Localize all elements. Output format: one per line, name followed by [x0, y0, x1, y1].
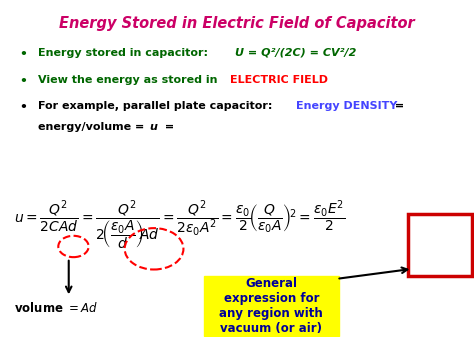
Text: •: •	[19, 101, 27, 114]
Text: =: =	[161, 122, 174, 132]
Text: •: •	[19, 48, 27, 61]
Text: volume $= Ad$: volume $= Ad$	[14, 301, 99, 315]
Text: Energy stored in capacitor:: Energy stored in capacitor:	[38, 48, 216, 58]
Text: Energy DENSITY: Energy DENSITY	[296, 101, 398, 111]
Text: U = Q²/(2C) = CV²/2: U = Q²/(2C) = CV²/2	[235, 48, 356, 58]
Text: $u = \dfrac{Q^2}{2CAd} = \dfrac{Q^2}{2\!\left(\dfrac{\varepsilon_0 A}{d}\right)\: $u = \dfrac{Q^2}{2CAd} = \dfrac{Q^2}{2\!…	[14, 199, 346, 252]
Text: u: u	[149, 122, 157, 132]
Text: •: •	[19, 75, 27, 88]
Text: View the energy as stored in: View the energy as stored in	[38, 75, 221, 84]
Text: For example, parallel plate capacitor:: For example, parallel plate capacitor:	[38, 101, 276, 111]
Text: ELECTRIC FIELD: ELECTRIC FIELD	[230, 75, 328, 84]
Text: Energy Stored in Electric Field of Capacitor: Energy Stored in Electric Field of Capac…	[59, 16, 415, 31]
Text: General
expression for
any region with
vacuum (or air): General expression for any region with v…	[219, 277, 323, 334]
Text: energy/volume =: energy/volume =	[38, 122, 148, 132]
FancyBboxPatch shape	[408, 214, 472, 275]
Text: =: =	[391, 101, 404, 111]
FancyBboxPatch shape	[204, 275, 339, 335]
